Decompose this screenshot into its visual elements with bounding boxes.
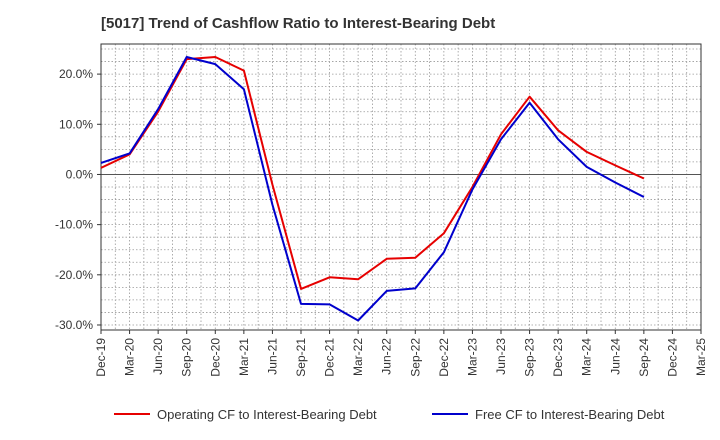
x-tick-label: Dec-20 bbox=[208, 338, 222, 377]
y-tick-label: -30.0% bbox=[55, 318, 93, 332]
x-tick-label: Jun-24 bbox=[608, 338, 622, 375]
x-tick-label: Mar-25 bbox=[694, 338, 708, 376]
x-tick-label: Sep-22 bbox=[408, 338, 422, 377]
x-tick-label: Mar-22 bbox=[351, 338, 365, 376]
y-tick-label: 20.0% bbox=[59, 67, 93, 81]
x-tick-label: Dec-22 bbox=[437, 338, 451, 377]
x-tick-label: Mar-20 bbox=[123, 338, 137, 376]
x-tick-label: Sep-20 bbox=[180, 338, 194, 377]
x-tick-label: Mar-24 bbox=[580, 338, 594, 376]
y-tick-label: -10.0% bbox=[55, 218, 93, 232]
x-tick-label: Sep-21 bbox=[294, 338, 308, 377]
x-tick-label: Sep-23 bbox=[523, 338, 537, 377]
x-tick-label: Dec-24 bbox=[665, 338, 679, 377]
y-tick-label: -20.0% bbox=[55, 268, 93, 282]
x-tick-label: Dec-21 bbox=[323, 338, 337, 377]
x-tick-label: Sep-24 bbox=[637, 338, 651, 377]
x-tick-label: Mar-21 bbox=[237, 338, 251, 376]
y-tick-label: 0.0% bbox=[66, 167, 94, 181]
x-tick-label: Jun-23 bbox=[494, 338, 508, 375]
legend-label-2: Free CF to Interest-Bearing Debt bbox=[475, 407, 665, 422]
y-tick-label: 10.0% bbox=[59, 117, 93, 131]
legend-label-1: Operating CF to Interest-Bearing Debt bbox=[157, 407, 377, 422]
x-tick-label: Jun-22 bbox=[380, 338, 394, 375]
x-tick-label: Mar-23 bbox=[465, 338, 479, 376]
chart-title: [5017] Trend of Cashflow Ratio to Intere… bbox=[101, 15, 495, 32]
plot-area: 20.0% 10.0% 0.0% -10.0% -20.0% -30.0%Dec-19 Ma… bbox=[55, 43, 708, 377]
x-tick-label: Jun-20 bbox=[151, 338, 165, 375]
x-tick-label: Dec-19 bbox=[94, 338, 108, 377]
series-line-2 bbox=[100, 56, 645, 322]
x-tick-label: Dec-23 bbox=[551, 338, 565, 377]
x-tick-label: Jun-21 bbox=[265, 338, 279, 375]
legend: Operating CF to Interest-Bearing Debt Fre… bbox=[114, 407, 665, 422]
plot-border bbox=[100, 43, 702, 331]
